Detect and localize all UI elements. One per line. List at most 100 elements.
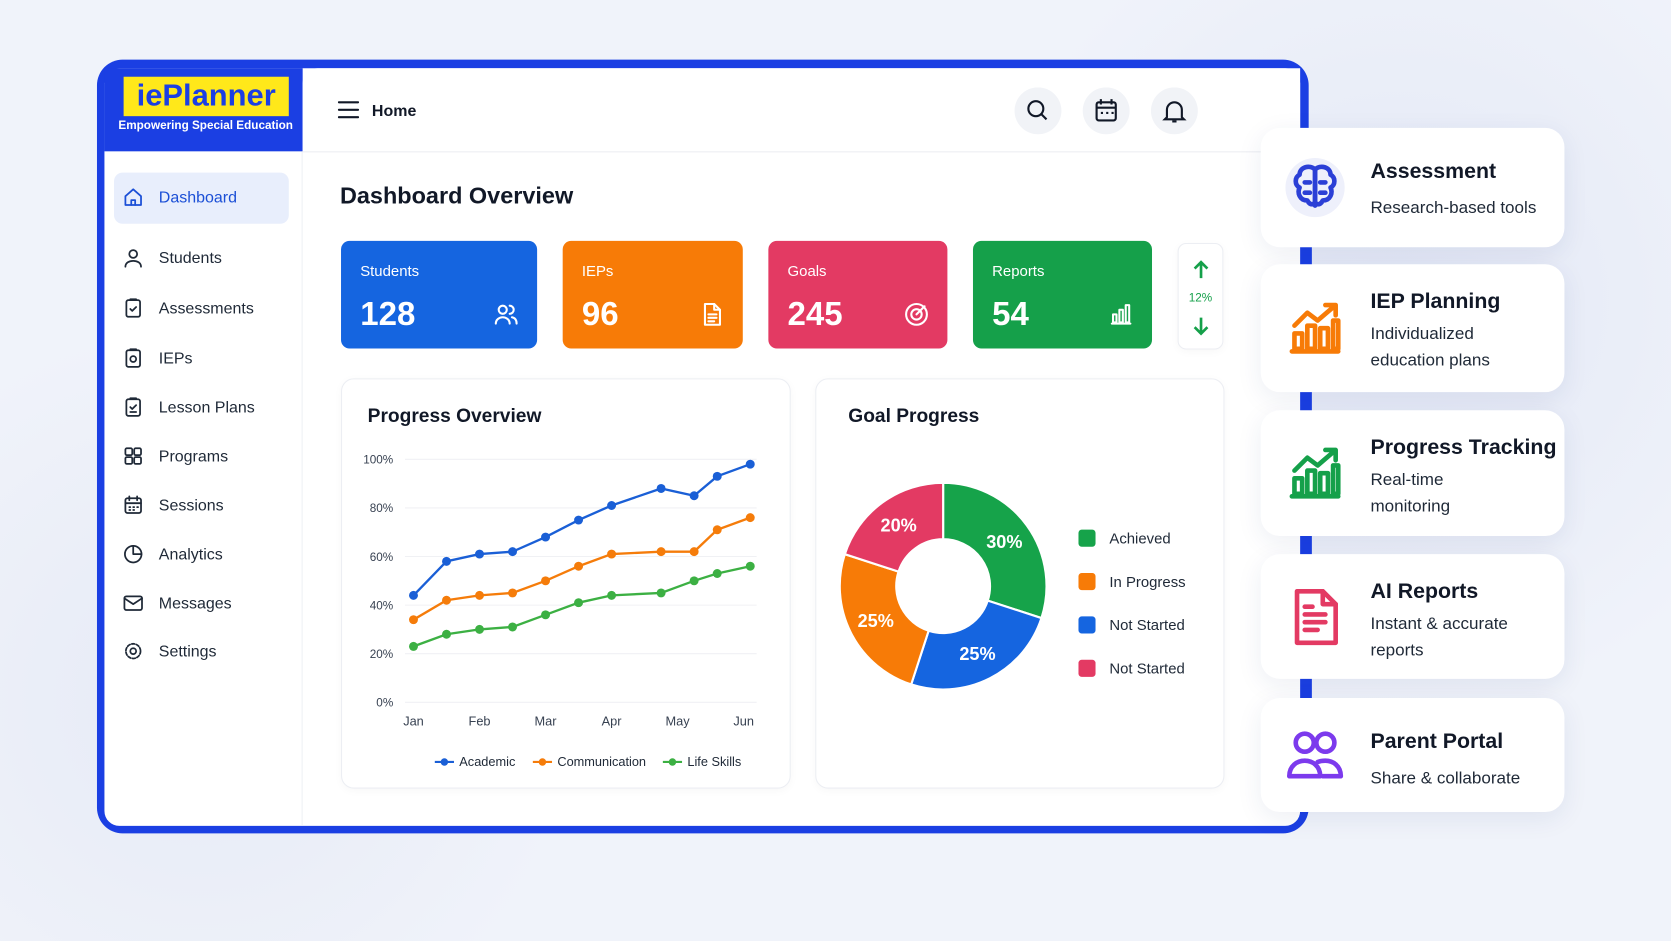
x-tick-label: Jan — [403, 714, 424, 729]
pie-slice — [843, 481, 945, 573]
nav-item[interactable]: Dashboard — [114, 172, 289, 224]
line — [412, 463, 751, 597]
nav-label: Analytics — [158, 545, 223, 564]
feature-icon — [1289, 447, 1341, 499]
stat-label: Reports — [992, 262, 1045, 280]
stat-value: 96 — [581, 295, 619, 333]
icon-shape — [123, 597, 143, 606]
point — [712, 525, 722, 535]
point — [508, 588, 518, 598]
point — [712, 471, 722, 481]
icon-shape — [1193, 260, 1209, 279]
slice-label: 20% — [881, 515, 917, 535]
x-tick-label: May — [666, 714, 691, 729]
icon-shape — [1096, 99, 1116, 115]
icon-shape — [129, 647, 138, 655]
point — [689, 491, 699, 501]
tagline: Empowering Special Education — [118, 119, 293, 133]
nav-item[interactable]: Messages — [114, 579, 289, 630]
icon-shape — [1302, 167, 1328, 208]
icon-shape — [1314, 730, 1337, 754]
point — [656, 483, 666, 493]
feature-icon — [1294, 588, 1338, 645]
stat-value: 54 — [992, 295, 1029, 333]
nav-label: Sessions — [158, 496, 224, 515]
feature-icon — [1289, 302, 1341, 354]
slice-label: 25% — [858, 611, 894, 631]
y-tick-label: 100% — [363, 454, 393, 467]
nav-label: IEPs — [158, 349, 193, 368]
nav-icon — [124, 447, 142, 465]
icon-shape — [130, 199, 137, 206]
icon-shape — [1293, 730, 1317, 754]
feature-card: Parent Portal Share & collaborate — [1260, 698, 1565, 813]
nav-label: Messages — [158, 594, 232, 613]
menu-icon[interactable] — [337, 100, 360, 119]
feature-title: Progress Tracking — [1370, 435, 1557, 460]
icon-shape — [1193, 317, 1209, 336]
legend-label: Achieved — [1109, 532, 1170, 548]
point — [541, 576, 551, 586]
feature-description: Research-based tools — [1370, 199, 1537, 218]
nav-icon — [124, 249, 142, 268]
nav-label: Dashboard — [158, 188, 237, 207]
nav-icon — [124, 495, 142, 514]
chart-title: Goal Progress — [848, 406, 979, 427]
nav-item[interactable]: Lesson Plans — [114, 383, 289, 434]
nav-item[interactable]: IEPs — [114, 334, 289, 385]
nav-item[interactable]: Assessments — [114, 283, 289, 334]
nav-item[interactable]: Sessions — [114, 481, 289, 532]
icon-shape — [1302, 588, 1338, 632]
legend-swatch — [1078, 529, 1096, 547]
icon-shape — [1027, 100, 1045, 118]
header: Home — [302, 68, 1301, 153]
icon-shape — [915, 305, 926, 316]
icon-shape — [129, 397, 138, 413]
stat-icon — [703, 302, 722, 326]
icon-shape — [133, 447, 142, 457]
feature-title: Assessment — [1370, 159, 1497, 184]
icon-shape — [910, 308, 923, 321]
stat-card: Reports 54 — [972, 240, 1153, 349]
icon-shape — [337, 101, 360, 119]
icon-shape — [905, 302, 928, 326]
icon-shape — [1292, 302, 1338, 328]
point — [541, 610, 551, 620]
icon-shape — [703, 302, 722, 326]
legend-dot — [440, 758, 449, 766]
icon-shape — [123, 595, 143, 611]
nav-item[interactable]: Analytics — [114, 530, 289, 581]
icon-shape — [1111, 313, 1118, 324]
nav-icon — [124, 544, 143, 564]
point — [442, 629, 451, 639]
point — [607, 590, 617, 600]
icon-shape — [124, 456, 134, 465]
feature-card: Progress Tracking Real-time monitoring — [1260, 410, 1565, 537]
header-icons[interactable] — [1014, 87, 1207, 136]
point — [541, 532, 551, 542]
nav-icon — [125, 397, 141, 417]
icon-shape — [125, 398, 141, 417]
nav-item[interactable]: Students — [114, 233, 289, 284]
icon-shape — [124, 497, 142, 514]
y-tick-label: 40% — [370, 599, 393, 612]
point — [508, 547, 518, 557]
point — [442, 595, 451, 605]
icon-shape — [1330, 463, 1341, 497]
y-tick-label: 20% — [370, 648, 393, 661]
feature-icon — [1286, 730, 1344, 778]
nav-item[interactable]: Programs — [114, 432, 289, 483]
nav-label: Assessments — [158, 299, 254, 318]
icon-shape — [129, 355, 138, 363]
nav-icon — [123, 595, 143, 611]
legend-swatch — [1078, 616, 1096, 634]
nav-icon — [125, 348, 141, 368]
point — [745, 513, 755, 523]
stat-value: 128 — [360, 295, 416, 333]
icon-shape — [1124, 304, 1131, 324]
nav-item[interactable]: Settings — [114, 627, 289, 678]
icon-shape — [125, 299, 141, 318]
pie-slice — [942, 481, 1048, 620]
icon-shape — [1317, 325, 1331, 352]
